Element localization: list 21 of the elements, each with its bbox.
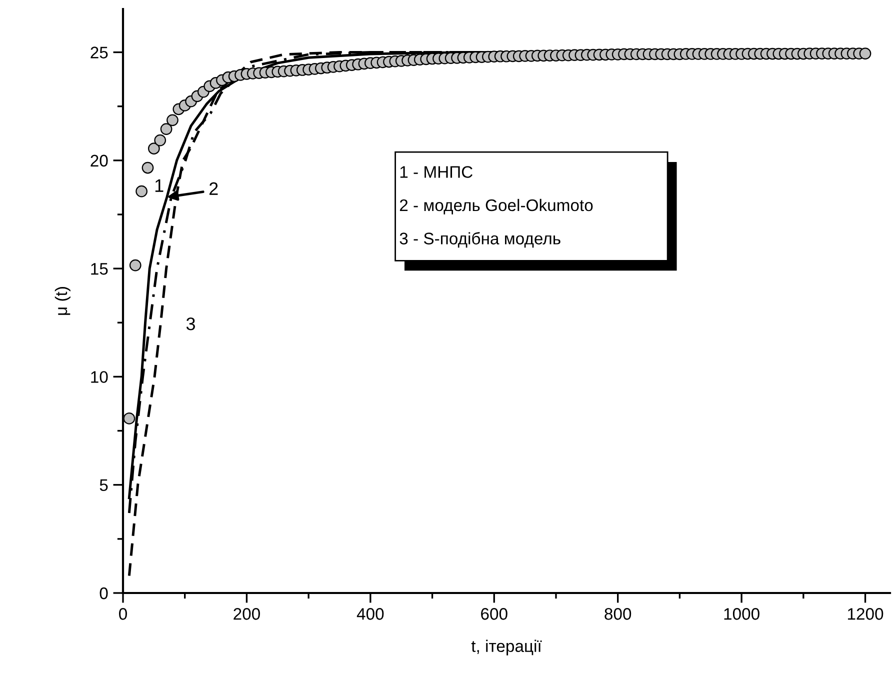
y-axis-title: μ (t) [54,287,70,315]
annotation: 3 - S-подібна модель [400,232,560,248]
x-tick-label: 600 [481,608,508,620]
y-tick-label: 5 [100,479,108,492]
annotation: 2 [209,182,218,195]
x-tick-label: 1200 [848,608,884,620]
y-tick-label: 10 [91,371,108,383]
x-tick-label: 200 [234,608,260,620]
annotation: 3 [186,317,195,330]
x-tick-label: 0 [119,608,127,620]
y-tick-label: 15 [91,263,108,275]
x-tick-label: 1000 [724,608,760,620]
annotation: 1 - МНПС [400,166,472,178]
x-tick-label: 400 [356,608,384,620]
y-tick-label: 0 [100,587,108,600]
annotation: 1 [155,179,164,192]
y-tick-label: 20 [90,154,108,167]
x-axis-title: t, ітерації [471,640,542,656]
y-tick-label: 25 [90,46,108,58]
annotation: 2 - модель Goel-Okumoto [400,198,593,214]
x-tick-label: 800 [604,608,632,620]
